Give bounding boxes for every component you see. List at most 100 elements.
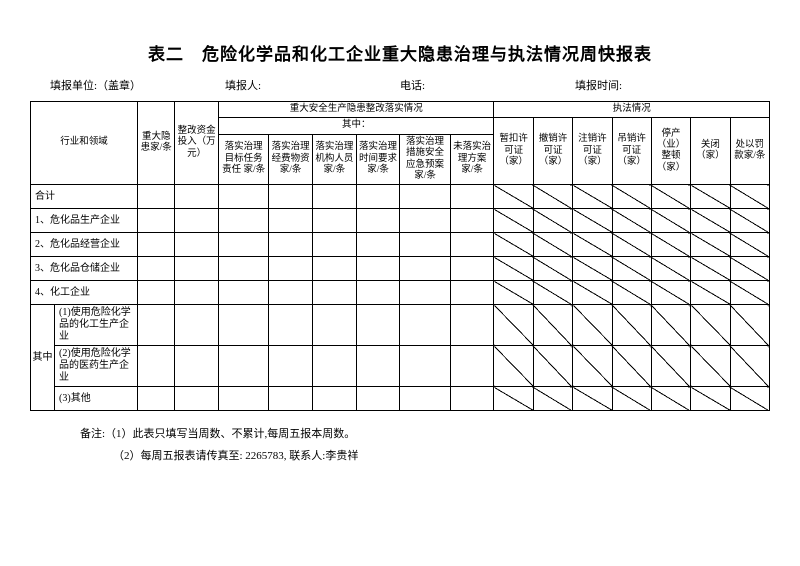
cell bbox=[356, 209, 400, 233]
cell-na bbox=[730, 185, 769, 209]
cell bbox=[312, 346, 356, 387]
cell bbox=[175, 209, 219, 233]
cell-na bbox=[573, 281, 612, 305]
cell bbox=[175, 305, 219, 346]
cell-na bbox=[691, 233, 730, 257]
cell bbox=[312, 185, 356, 209]
hdr-major-hidden: 重大隐患家/条 bbox=[138, 102, 175, 185]
meta-unit: 填报单位:（盖章） bbox=[50, 77, 225, 93]
cell bbox=[219, 185, 269, 209]
page-title: 表二 危险化学品和化工企业重大隐患治理与执法情况周快报表 bbox=[0, 0, 800, 65]
cell bbox=[138, 233, 175, 257]
cell-na bbox=[573, 346, 612, 387]
row-total: 合计 bbox=[31, 185, 770, 209]
report-table: 行业和领域 重大隐患家/条 整改资金投入（万元） 重大安全生产隐患整改落实情况 … bbox=[30, 101, 770, 411]
cell bbox=[312, 281, 356, 305]
cell-na bbox=[573, 185, 612, 209]
cell bbox=[400, 346, 450, 387]
cell bbox=[269, 257, 313, 281]
cell-na bbox=[651, 257, 690, 281]
cell-label: 4、化工企业 bbox=[31, 281, 138, 305]
cell-na bbox=[651, 185, 690, 209]
hdr-rect-fund: 整改资金投入（万元） bbox=[175, 102, 219, 185]
row-s3: (3)其他 bbox=[31, 387, 770, 411]
cell-na bbox=[612, 346, 651, 387]
cell bbox=[356, 387, 400, 411]
cell-na bbox=[651, 305, 690, 346]
cell bbox=[312, 209, 356, 233]
cell-na bbox=[651, 346, 690, 387]
cell-na bbox=[494, 185, 533, 209]
hdr-c1: 落实治理目标任务责任 家/条 bbox=[219, 134, 269, 185]
cell-na bbox=[651, 387, 690, 411]
cell bbox=[450, 387, 494, 411]
cell-na bbox=[612, 257, 651, 281]
cell bbox=[400, 281, 450, 305]
cell bbox=[219, 346, 269, 387]
note-2: （2）每周五报表请传真至: 2265783, 联系人:李贵祥 bbox=[80, 445, 800, 467]
cell bbox=[400, 185, 450, 209]
cell-na bbox=[494, 305, 533, 346]
cell bbox=[175, 387, 219, 411]
cell bbox=[450, 185, 494, 209]
cell bbox=[400, 387, 450, 411]
row-s2: (2)使用危险化学品的医药生产企业 bbox=[31, 346, 770, 387]
cell-na bbox=[573, 257, 612, 281]
cell bbox=[138, 281, 175, 305]
cell bbox=[175, 233, 219, 257]
cell-na bbox=[573, 305, 612, 346]
hdr-e2: 撤销许可证（家） bbox=[533, 118, 572, 185]
cell bbox=[175, 346, 219, 387]
cell-na bbox=[494, 387, 533, 411]
cell-na bbox=[533, 257, 572, 281]
cell bbox=[312, 233, 356, 257]
cell-na bbox=[573, 209, 612, 233]
hdr-enf-group: 执法情况 bbox=[494, 102, 770, 118]
cell bbox=[175, 257, 219, 281]
cell bbox=[138, 209, 175, 233]
cell-na bbox=[494, 209, 533, 233]
hdr-rect-group: 重大安全生产隐患整改落实情况 bbox=[219, 102, 494, 118]
cell bbox=[269, 233, 313, 257]
hdr-e1: 暂扣许可证（家） bbox=[494, 118, 533, 185]
cell bbox=[400, 257, 450, 281]
cell-na bbox=[691, 281, 730, 305]
cell bbox=[356, 305, 400, 346]
cell bbox=[269, 281, 313, 305]
cell-label: 合计 bbox=[31, 185, 138, 209]
cell-na bbox=[494, 281, 533, 305]
cell bbox=[356, 281, 400, 305]
cell-na bbox=[533, 233, 572, 257]
cell bbox=[138, 257, 175, 281]
cell-na bbox=[691, 387, 730, 411]
cell-label: 1、危化品生产企业 bbox=[31, 209, 138, 233]
cell bbox=[450, 281, 494, 305]
cell bbox=[450, 233, 494, 257]
cell-na bbox=[691, 346, 730, 387]
cell bbox=[219, 281, 269, 305]
cell-na bbox=[533, 387, 572, 411]
cell-na bbox=[691, 209, 730, 233]
cell-na bbox=[612, 387, 651, 411]
cell-na bbox=[730, 257, 769, 281]
row-s1: 其中 (1)使用危险化学品的化工生产企业 bbox=[31, 305, 770, 346]
cell-na bbox=[533, 305, 572, 346]
notes: 备注:（1）此表只填写当周数、不累计,每周五报本周数。 （2）每周五报表请传真至… bbox=[0, 411, 800, 467]
cell-na bbox=[730, 233, 769, 257]
cell bbox=[400, 209, 450, 233]
hdr-industry: 行业和领域 bbox=[31, 102, 138, 185]
row-1: 1、危化品生产企业 bbox=[31, 209, 770, 233]
cell-label: (2)使用危险化学品的医药生产企业 bbox=[55, 346, 138, 387]
cell bbox=[450, 346, 494, 387]
cell bbox=[450, 305, 494, 346]
cell bbox=[219, 257, 269, 281]
cell bbox=[175, 281, 219, 305]
cell-na bbox=[573, 233, 612, 257]
cell-na bbox=[533, 346, 572, 387]
row-2: 2、危化品经营企业 bbox=[31, 233, 770, 257]
cell-na bbox=[573, 387, 612, 411]
hdr-c2: 落实治理经费物资 家/条 bbox=[269, 134, 313, 185]
cell bbox=[219, 233, 269, 257]
cell bbox=[269, 346, 313, 387]
meta-phone: 电话: bbox=[400, 77, 575, 93]
